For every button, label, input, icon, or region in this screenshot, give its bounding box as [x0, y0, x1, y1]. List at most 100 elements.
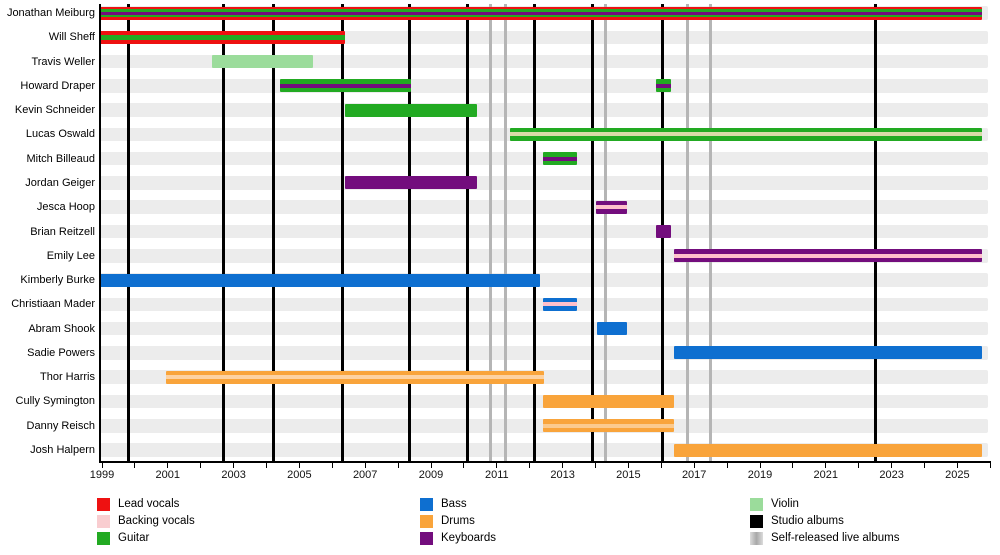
member-label: Brian Reitzell: [30, 225, 95, 238]
axis-tick: [233, 463, 235, 468]
bar-role-segment: [100, 11, 983, 15]
bar-role-segment: [166, 370, 545, 376]
bar-role-segment: [509, 132, 983, 137]
studio-album-line: [590, 4, 594, 461]
bar-role-segment: [595, 209, 627, 214]
bar-role-segment: [166, 375, 545, 380]
row-band: [100, 54, 988, 69]
studio-album-line: [340, 4, 344, 461]
member-bar: [595, 200, 627, 214]
axis-tick-label: 2019: [747, 469, 773, 481]
legend-swatch-lead-vocals: [97, 498, 110, 511]
axis-tick: [660, 463, 662, 468]
live-album-line: [488, 4, 492, 461]
bar-role-segment: [100, 14, 983, 17]
member-bar: [542, 394, 675, 408]
legend-swatch-backing-vocals: [97, 515, 110, 528]
axis-tick: [956, 463, 958, 468]
member-bar: [674, 249, 983, 263]
member-bar: [166, 370, 545, 384]
bar-role-segment: [509, 136, 983, 141]
axis-tick-label: 2013: [550, 469, 575, 481]
member-bar: [100, 273, 540, 287]
legend-swatch-self-released-live-albums: [750, 532, 763, 545]
legend-label: Keyboards: [441, 532, 496, 544]
live-album-line: [709, 4, 713, 461]
axis-tick-label: 2023: [879, 469, 904, 481]
legend-label: Self-released live albums: [771, 532, 900, 544]
member-label: Thor Harris: [39, 371, 95, 384]
member-label: Cully Symington: [15, 395, 95, 408]
row-band: [100, 79, 988, 93]
axis-tick-label: 2017: [681, 469, 707, 481]
bar-role-segment: [542, 297, 578, 303]
studio-album-line: [222, 4, 226, 461]
member-label: Jordan Geiger: [25, 176, 95, 189]
bar-role-segment: [674, 257, 983, 263]
legend-label: Guitar: [118, 532, 150, 544]
bar-role-segment: [100, 6, 983, 9]
bar-role-segment: [100, 34, 346, 40]
bar-role-segment: [597, 322, 627, 336]
member-label: Will Sheff: [48, 31, 95, 44]
member-bar: [597, 322, 627, 336]
bar-role-segment: [656, 225, 672, 239]
axis-tick-label: 1999: [89, 469, 115, 481]
member-bar: [279, 79, 412, 93]
axis-tick: [167, 463, 169, 468]
axis-tick: [595, 463, 596, 468]
legend-label: Bass: [441, 498, 467, 510]
x-axis: 1999 2001 2003 2005 2007 2009 2011 2013 2015 2017…: [0, 459, 1000, 489]
axis-tick-label: 2001: [155, 469, 181, 481]
axis-tick: [924, 463, 925, 468]
bar-role-segment: [279, 83, 412, 88]
bar-role-segment: [279, 87, 412, 93]
member-label: Jesca Hoop: [36, 201, 95, 214]
live-album-line: [686, 4, 690, 461]
legend-swatch-drums: [420, 515, 433, 528]
studio-album-line: [408, 4, 412, 461]
studio-album-line: [465, 4, 469, 461]
axis-tick-label: 2025: [945, 469, 970, 481]
axis-tick-label: 2005: [287, 469, 312, 481]
axis-tick: [331, 463, 333, 468]
member-label: Sadie Powers: [27, 346, 95, 359]
member-label: Lucas Oswald: [25, 128, 95, 141]
legend-label: Drums: [441, 515, 475, 527]
bar-role-segment: [656, 87, 672, 93]
studio-album-line: [126, 4, 130, 461]
bar-role-segment: [542, 302, 578, 307]
row-band: [100, 103, 988, 117]
member-label: Abram Shook: [28, 322, 95, 335]
bar-role-segment: [542, 394, 675, 408]
member-labels-column: Jonathan Meiburg Will Sheff Travis Weller H…: [0, 0, 95, 461]
axis-tick: [989, 463, 991, 468]
bar-role-segment: [542, 152, 578, 157]
legend-label: Studio albums: [771, 515, 844, 527]
member-label: Kevin Schneider: [14, 104, 95, 117]
axis-tick: [825, 463, 827, 468]
bar-role-segment: [542, 306, 578, 311]
axis-tick: [266, 463, 267, 468]
bar-role-segment: [542, 160, 578, 166]
bar-role-segment: [100, 39, 346, 44]
member-bar: [542, 297, 578, 311]
x-axis-line: [99, 461, 991, 463]
bar-role-segment: [212, 55, 313, 69]
axis-tick: [200, 463, 202, 468]
member-bar: [542, 419, 675, 433]
row-band: [100, 176, 988, 190]
legend-swatch-violin: [750, 498, 763, 511]
member-bar: [509, 127, 983, 141]
member-bar: [674, 443, 983, 457]
axis-tick: [134, 463, 136, 468]
bar-role-segment: [542, 427, 675, 433]
bar-role-segment: [279, 79, 412, 84]
legend: Lead vocals Backing vocals Guitar Bass Drums…: [0, 490, 1000, 550]
member-label: Danny Reisch: [26, 419, 95, 432]
bar-role-segment: [674, 253, 983, 258]
member-label: Travis Weller: [31, 55, 95, 68]
bar-role-segment: [674, 249, 983, 254]
bar-role-segment: [674, 346, 983, 360]
legend-swatch-keyboards: [420, 532, 433, 545]
